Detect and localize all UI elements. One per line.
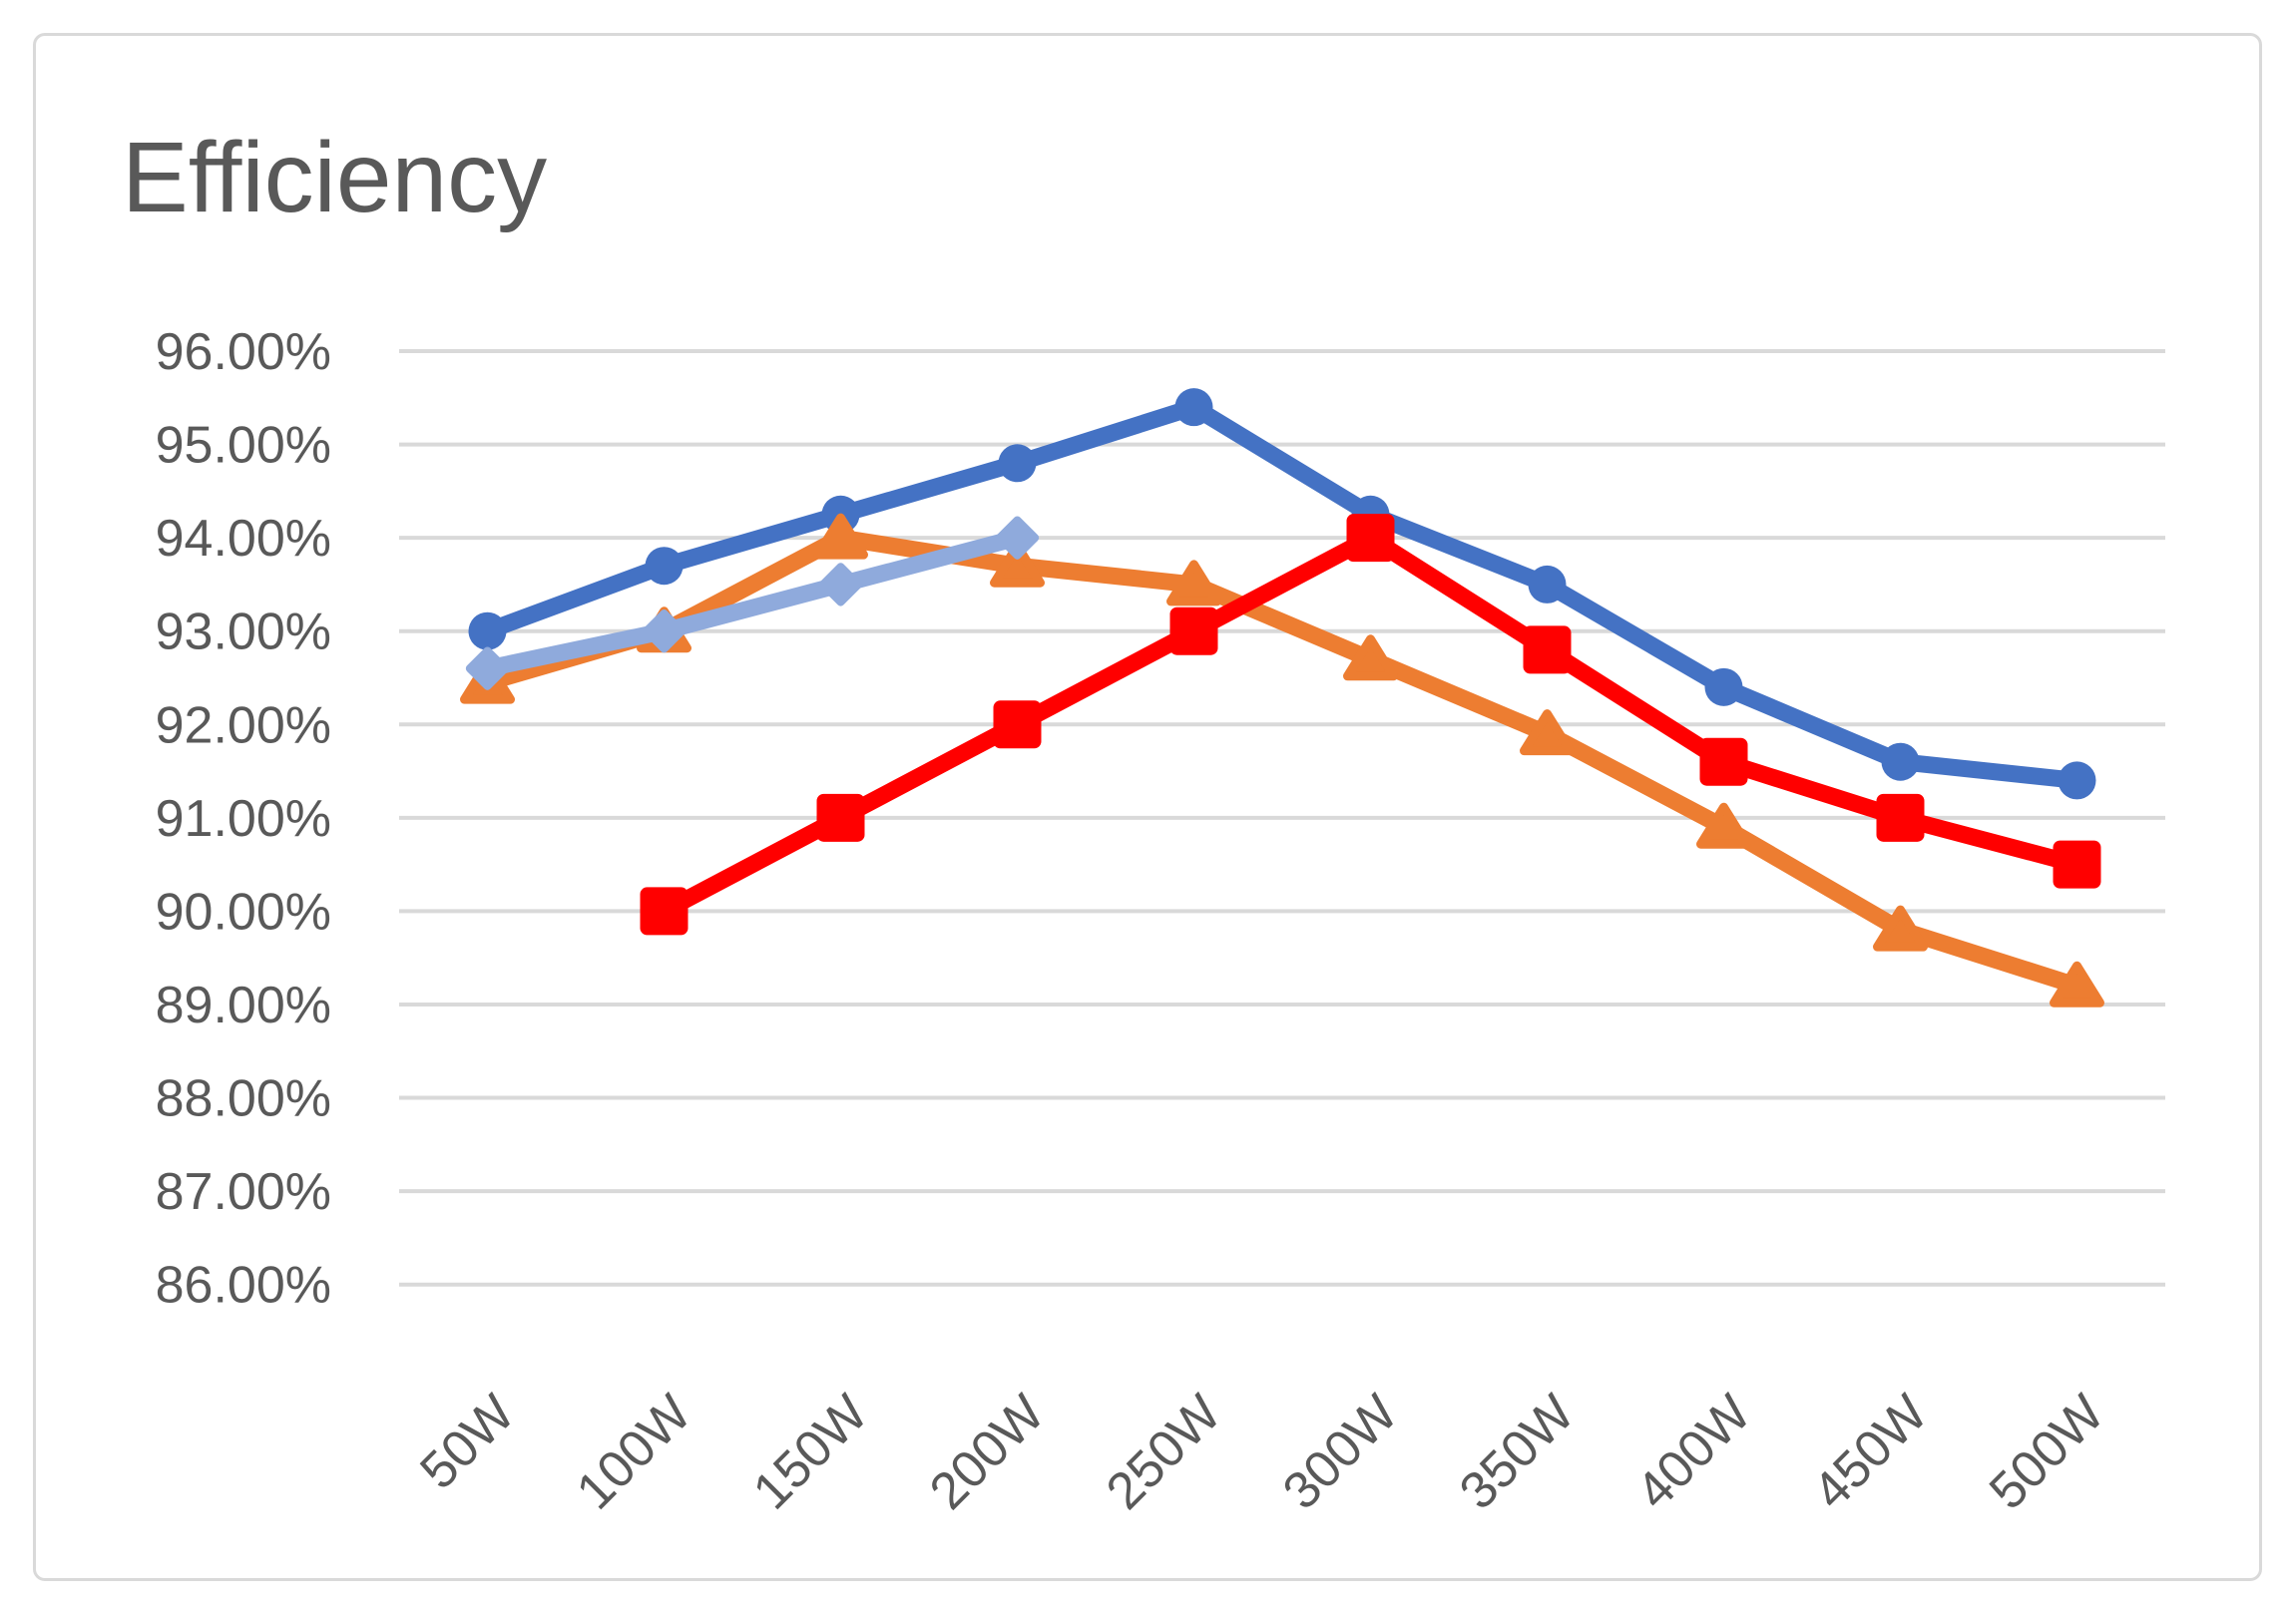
data-point-marker-square — [640, 887, 689, 936]
data-point-marker-circle — [1704, 667, 1743, 706]
data-point-marker-diamond — [642, 609, 687, 653]
data-point-marker-circle — [1174, 388, 1213, 427]
y-axis-tick-label: 92.00% — [156, 696, 331, 754]
x-axis-tick-label: 50W — [409, 1384, 526, 1500]
data-point-marker-diamond — [818, 563, 863, 606]
data-point-marker-triangle — [1520, 709, 1575, 756]
y-axis-tick-label: 95.00% — [156, 417, 331, 475]
y-axis-tick-label: 88.00% — [156, 1070, 331, 1128]
x-axis-tick-label: 400W — [1625, 1384, 1762, 1520]
data-point-marker-square — [993, 700, 1042, 749]
data-point-marker-triangle — [1873, 905, 1928, 952]
y-axis-tick-label: 87.00% — [156, 1163, 331, 1221]
lightblue-diamond-series-line — [479, 529, 1026, 677]
x-axis-tick-label: 450W — [1802, 1384, 1939, 1520]
data-point-marker-circle — [998, 444, 1037, 483]
data-point-marker-circle — [468, 611, 507, 650]
y-axis-tick-label: 89.00% — [156, 977, 331, 1034]
data-point-marker-square — [1346, 514, 1395, 563]
x-axis-tick-label: 350W — [1449, 1384, 1586, 1520]
data-point-marker-square — [1699, 737, 1748, 786]
y-axis-tick-label: 93.00% — [156, 604, 331, 661]
data-point-marker-circle — [1881, 742, 1920, 781]
data-point-marker-square — [1876, 793, 1925, 842]
data-point-marker-triangle — [990, 541, 1045, 588]
data-point-marker-diamond — [465, 646, 510, 690]
data-point-marker-diamond — [995, 516, 1040, 560]
x-axis-tick-label: 100W — [566, 1384, 702, 1520]
x-axis-tick-label: 300W — [1272, 1384, 1409, 1520]
data-point-marker-square — [1169, 606, 1218, 655]
data-point-marker-triangle — [2050, 961, 2104, 1008]
data-point-marker-circle — [1528, 565, 1567, 604]
blue-circle-series-line — [479, 398, 2085, 789]
orange-triangle-series-line — [479, 529, 2085, 995]
x-axis-tick-label: 150W — [742, 1384, 879, 1520]
data-point-marker-square — [816, 793, 865, 842]
data-point-marker-square — [2053, 840, 2101, 889]
y-axis-tick-label: 90.00% — [156, 883, 331, 941]
chart-title: Efficiency — [122, 122, 548, 233]
data-point-marker-triangle — [1166, 560, 1221, 606]
y-axis-tick-label: 86.00% — [156, 1257, 331, 1315]
data-point-marker-triangle — [813, 513, 868, 560]
x-axis-tick-label: 500W — [1979, 1384, 2115, 1520]
data-point-marker-triangle — [1696, 802, 1751, 849]
y-axis-tick-label: 91.00% — [156, 790, 331, 848]
x-axis-tick-label: 200W — [919, 1384, 1056, 1520]
data-point-marker-triangle — [1343, 634, 1398, 681]
data-point-marker-circle — [645, 547, 684, 586]
y-axis-tick-label: 96.00% — [156, 323, 331, 381]
data-point-marker-circle — [2058, 761, 2096, 800]
x-axis-tick-label: 250W — [1096, 1384, 1232, 1520]
y-axis-tick-label: 94.00% — [156, 510, 331, 568]
data-point-marker-square — [1523, 625, 1572, 674]
